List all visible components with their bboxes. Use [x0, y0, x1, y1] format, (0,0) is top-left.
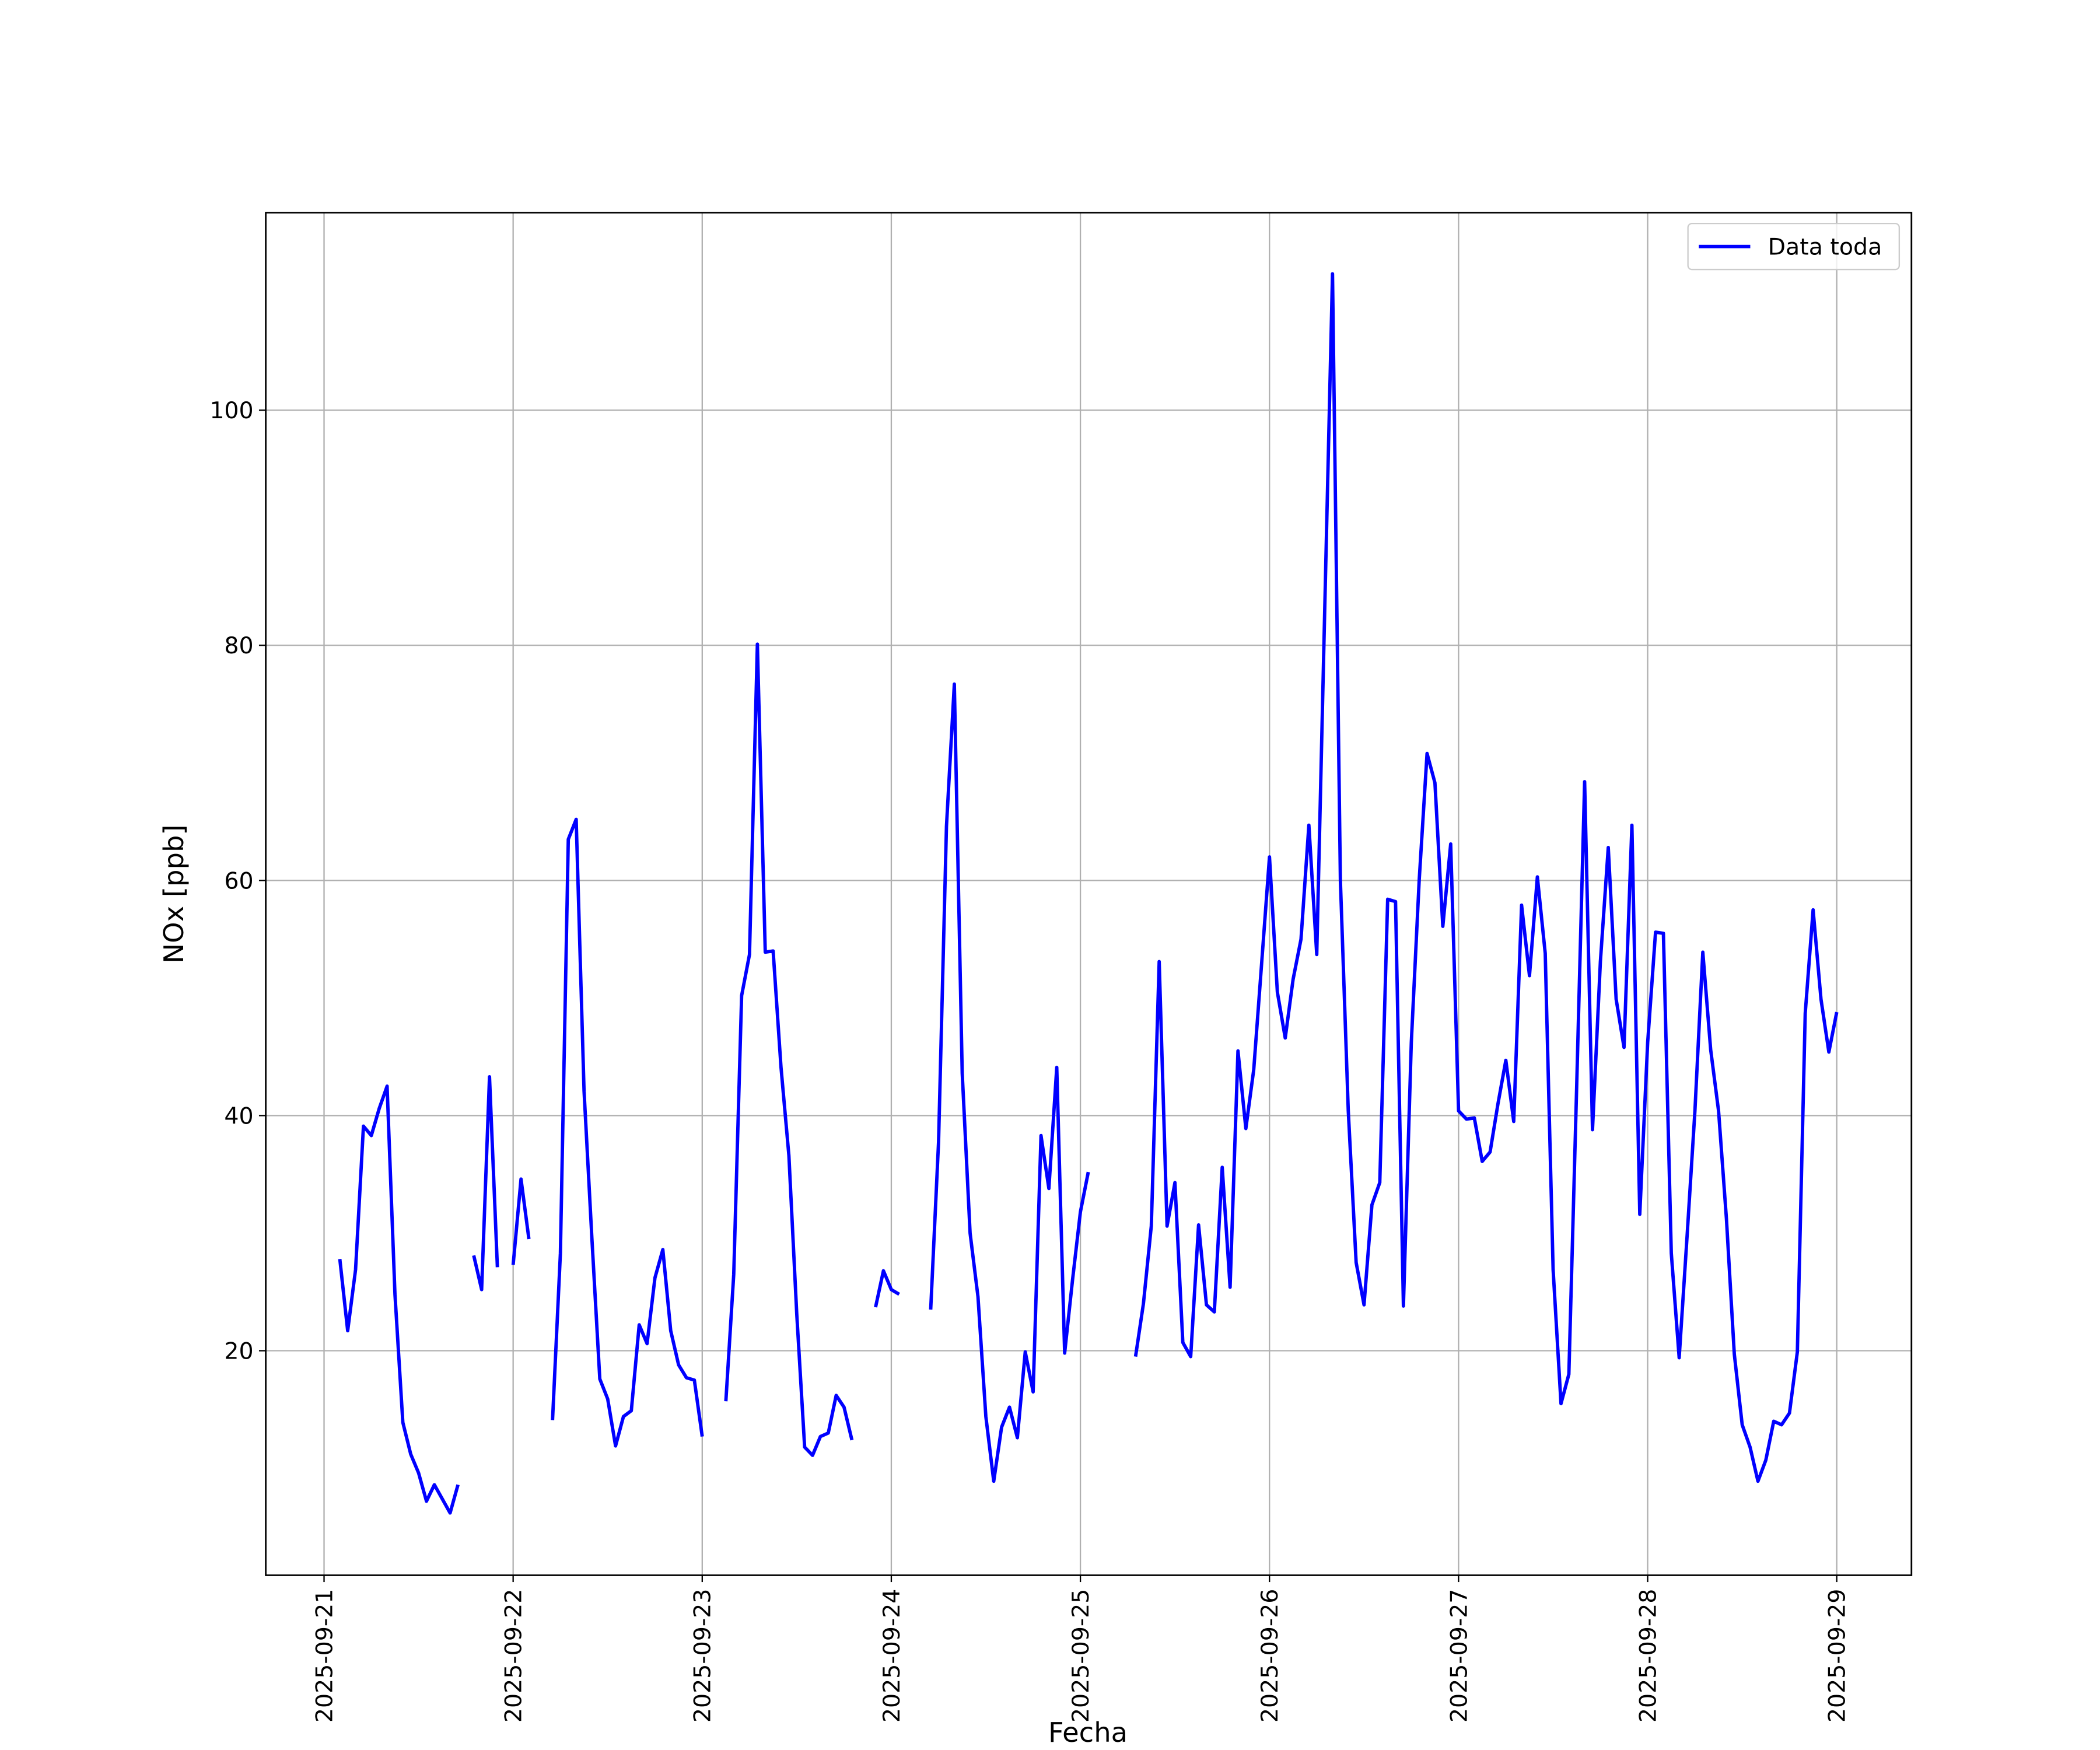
x-tick-label: 2025-09-27 — [1446, 1589, 1472, 1723]
x-tick-label: 2025-09-21 — [311, 1589, 338, 1723]
y-tick-label: 80 — [224, 632, 253, 659]
y-axis-label: NOx [ppb] — [158, 824, 190, 963]
x-tick-label: 2025-09-26 — [1256, 1589, 1283, 1723]
y-tick-label: 100 — [209, 397, 253, 424]
plot-frame — [265, 212, 1913, 1576]
x-tick-label: 2025-09-25 — [1068, 1589, 1094, 1723]
legend-box — [1687, 222, 1901, 271]
data-line — [338, 272, 1839, 1515]
x-axis-label: Fecha — [1048, 1717, 1128, 1748]
x-tick-label: 2025-09-29 — [1824, 1589, 1851, 1723]
y-tick-label: 20 — [224, 1338, 253, 1364]
x-tick-label: 2025-09-23 — [690, 1589, 716, 1723]
legend-label: Data toda — [1768, 234, 1882, 261]
x-tick-label: 2025-09-22 — [501, 1589, 527, 1723]
y-tick-label: 60 — [224, 867, 253, 894]
y-tick-label: 40 — [224, 1102, 253, 1129]
x-tick-label: 2025-09-24 — [878, 1589, 905, 1723]
x-tick-label: 2025-09-28 — [1634, 1589, 1661, 1723]
